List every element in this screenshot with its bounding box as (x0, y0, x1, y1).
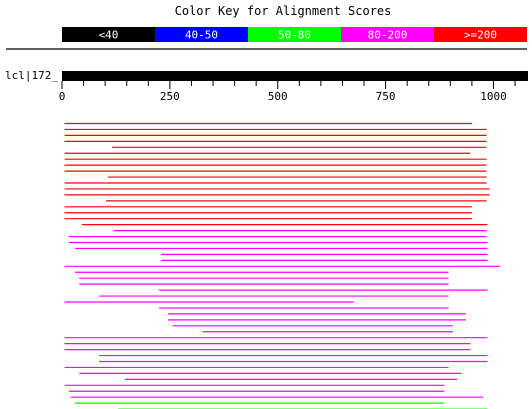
color-key-swatch (62, 27, 155, 42)
color-key-label: >=200 (464, 29, 497, 42)
color-key-label: 80-200 (368, 29, 408, 42)
axis-tick-label: 750 (376, 90, 396, 103)
color-key-swatch (341, 27, 434, 42)
query-bar[interactable] (62, 71, 528, 81)
sequence-axis: 0 250 500 750 1000 (59, 81, 516, 103)
color-key: <40 40-50 50-80 80-200 >=200 (62, 27, 527, 42)
color-key-swatch (248, 27, 341, 42)
color-key-label: <40 (99, 29, 119, 42)
color-key-swatch (155, 27, 248, 42)
axis-tick-label: 1000 (480, 90, 507, 103)
color-key-label: 50-80 (278, 29, 311, 42)
axis-tick-label: 0 (59, 90, 66, 103)
axis-tick-label: 250 (160, 90, 180, 103)
color-key-swatch (434, 27, 527, 42)
color-key-title: Color Key for Alignment Scores (175, 4, 392, 18)
hit-lines (64, 122, 500, 409)
query-label: lcl|172_ (5, 69, 58, 82)
color-key-label: 40-50 (185, 29, 218, 42)
axis-tick-label: 500 (268, 90, 288, 103)
